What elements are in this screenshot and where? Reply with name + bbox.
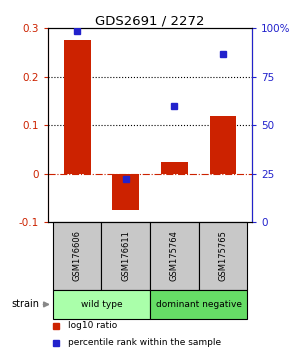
Title: GDS2691 / 2272: GDS2691 / 2272 (95, 14, 205, 27)
Bar (64, 40, 91, 174)
Bar (53, 222, 101, 290)
Text: dominant negative: dominant negative (156, 300, 242, 309)
Bar (150, 290, 247, 319)
Text: GSM176606: GSM176606 (73, 230, 82, 281)
Bar (112, 174, 139, 210)
Text: wild type: wild type (81, 300, 122, 309)
Bar (209, 115, 236, 174)
Bar (199, 222, 247, 290)
Text: log10 ratio: log10 ratio (68, 321, 118, 330)
Bar (150, 222, 199, 290)
Bar (53, 290, 150, 319)
Text: GSM175765: GSM175765 (218, 230, 227, 281)
Text: percentile rank within the sample: percentile rank within the sample (68, 338, 221, 347)
Text: GSM175764: GSM175764 (170, 230, 179, 281)
Bar (161, 161, 188, 174)
Bar (101, 222, 150, 290)
Text: GSM176611: GSM176611 (121, 230, 130, 281)
Text: strain: strain (11, 299, 39, 309)
